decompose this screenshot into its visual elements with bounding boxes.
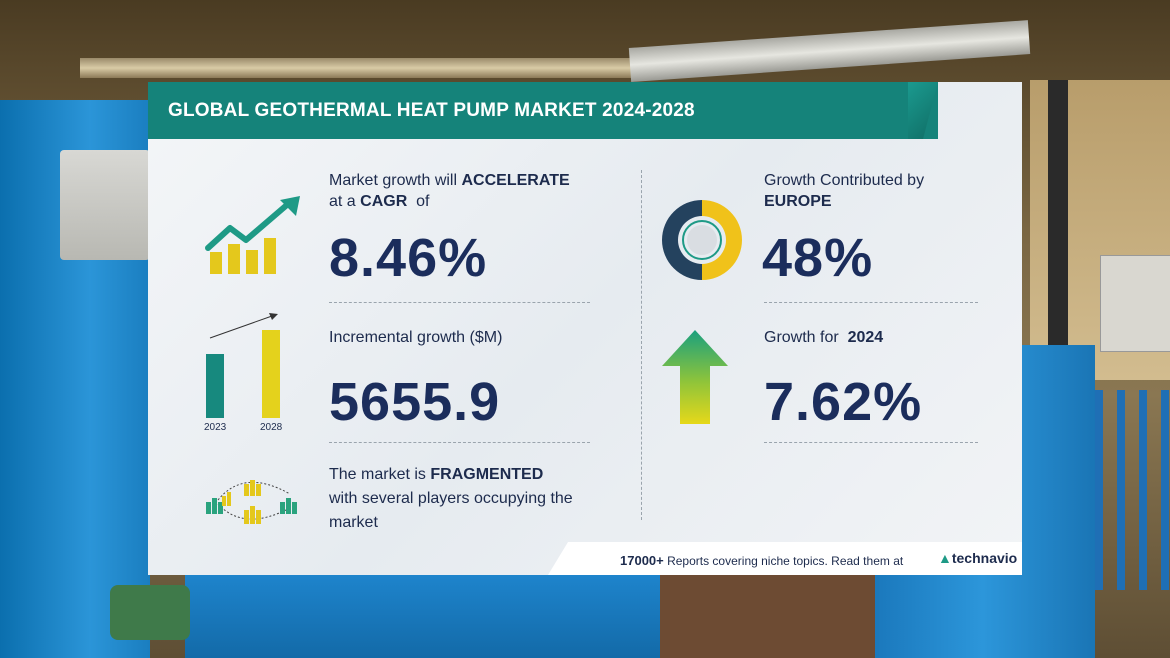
bar-growth-icon <box>206 313 280 418</box>
divider-line <box>329 302 590 303</box>
technavio-logo[interactable]: ▲technavio <box>938 550 1018 566</box>
fragmented-line1: The market is FRAGMENTED <box>329 466 544 483</box>
footer-bar <box>548 542 1022 575</box>
yoy-label: Growth for 2024 <box>764 329 884 346</box>
divider-line <box>764 442 978 443</box>
year-start-label: 2023 <box>204 422 227 433</box>
fragmented-line3: market <box>329 514 378 531</box>
page-title: GLOBAL GEOTHERMAL HEAT PUMP MARKET 2024-… <box>168 100 695 121</box>
yoy-value: 7.62% <box>764 372 923 432</box>
incremental-value: 5655.9 <box>329 372 501 432</box>
growth-chart-icon <box>205 196 300 274</box>
region-value: 48% <box>762 228 874 288</box>
divider-line <box>329 442 590 443</box>
incremental-label: Incremental growth ($M) <box>329 329 503 346</box>
region-name: EUROPE <box>764 193 832 210</box>
column-divider <box>641 170 642 520</box>
cagr-line2: at a CAGR of <box>329 193 430 210</box>
year-end-label: 2028 <box>260 422 283 433</box>
fragmented-line2: with several players occupying the <box>329 490 573 507</box>
donut-share-icon <box>662 200 742 280</box>
cagr-line1: Market growth will ACCELERATE <box>329 172 570 189</box>
players-network-icon <box>206 480 297 524</box>
title-banner <box>148 82 938 139</box>
footer-text: 17000+ Reports covering niche topics. Re… <box>620 553 904 568</box>
infographic-card: GLOBAL GEOTHERMAL HEAT PUMP MARKET 2024-… <box>148 82 1022 575</box>
cagr-value: 8.46% <box>329 228 488 288</box>
up-arrow-icon <box>662 330 728 424</box>
region-label: Growth Contributed by <box>764 172 925 189</box>
divider-line <box>764 302 978 303</box>
